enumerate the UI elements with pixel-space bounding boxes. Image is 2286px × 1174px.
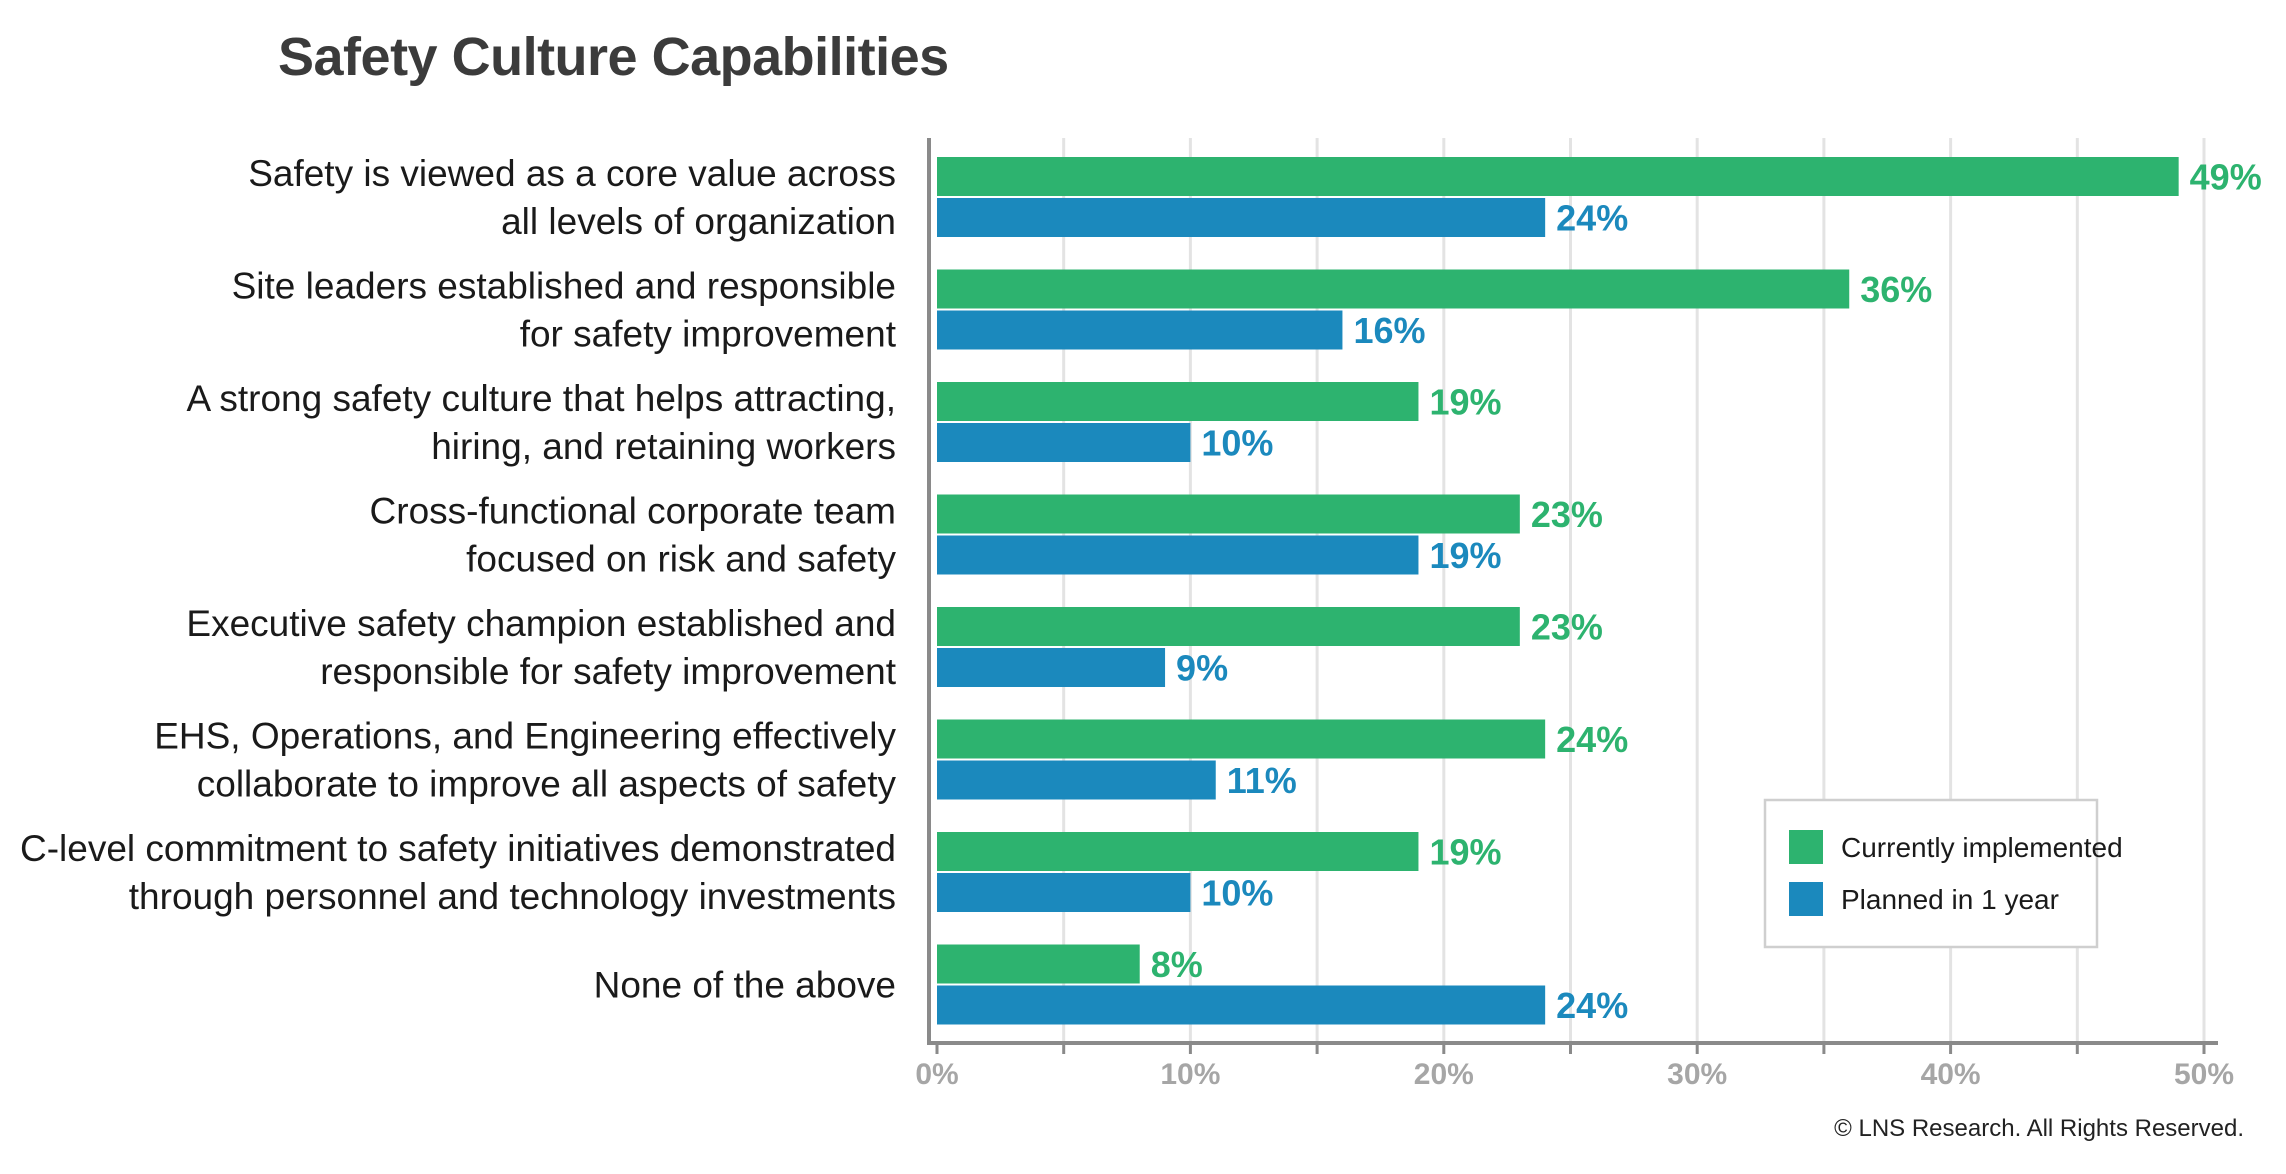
bar-currently-implemented (937, 269, 1850, 309)
legend-swatch (1789, 830, 1823, 864)
data-label: 49% (2190, 157, 2262, 198)
bar-currently-implemented (937, 494, 1520, 534)
category-label: all levels of organization (501, 201, 896, 242)
data-label: 10% (1201, 423, 1273, 464)
bar-currently-implemented (937, 382, 1419, 421)
category-label: A strong safety culture that helps attra… (186, 378, 896, 419)
category-label: through personnel and technology investm… (129, 876, 896, 917)
x-tick-label: 0% (915, 1058, 958, 1091)
bar-planned-in-1-year (937, 310, 1343, 350)
data-label: 23% (1531, 494, 1603, 535)
category-label: Executive safety champion established an… (186, 603, 896, 644)
data-label: 11% (1227, 760, 1297, 801)
bar-planned-in-1-year (937, 423, 1191, 462)
bar-currently-implemented (937, 607, 1520, 646)
bar-currently-implemented (937, 832, 1419, 871)
data-label: 9% (1176, 648, 1228, 689)
legend-label: Currently implemented (1841, 832, 2123, 863)
category-label: Site leaders established and responsible (232, 266, 896, 307)
data-label: 10% (1201, 873, 1273, 914)
data-label: 8% (1151, 944, 1203, 985)
data-label: 19% (1429, 832, 1501, 873)
category-label: None of the above (594, 965, 896, 1006)
category-label: focused on risk and safety (466, 539, 896, 580)
chart-title: Safety Culture Capabilities (278, 27, 949, 87)
category-label: collaborate to improve all aspects of sa… (197, 764, 897, 805)
data-label: 24% (1556, 198, 1628, 239)
bar-planned-in-1-year (937, 760, 1216, 800)
category-label: EHS, Operations, and Engineering effecti… (154, 716, 896, 757)
x-tick-label: 10% (1160, 1058, 1220, 1091)
x-tick-label: 50% (2174, 1058, 2234, 1091)
category-label: hiring, and retaining workers (431, 426, 896, 467)
bar-planned-in-1-year (937, 985, 1546, 1025)
legend-box (1763, 798, 2099, 949)
bar-currently-implemented (937, 157, 2179, 196)
x-tick-label: 30% (1667, 1058, 1727, 1091)
data-label: 36% (1860, 269, 1932, 310)
data-label: 23% (1531, 607, 1603, 648)
x-tick-label: 40% (1921, 1058, 1981, 1091)
bar-planned-in-1-year (937, 648, 1166, 687)
data-label: 19% (1429, 382, 1501, 423)
x-tick-label: 20% (1414, 1058, 1474, 1091)
data-label: 24% (1556, 985, 1628, 1026)
legend-label: Planned in 1 year (1841, 884, 2059, 915)
bar-planned-in-1-year (937, 198, 1546, 237)
category-label: Safety is viewed as a core value across (248, 153, 896, 194)
copyright-notice: © LNS Research. All Rights Reserved. (1834, 1115, 2244, 1142)
bar-currently-implemented (937, 944, 1140, 984)
category-label: C-level commitment to safety initiatives… (20, 828, 896, 869)
legend-swatch (1789, 882, 1823, 916)
bar-planned-in-1-year (937, 535, 1419, 575)
category-label: responsible for safety improvement (320, 651, 897, 692)
category-label: Cross-functional corporate team (370, 491, 896, 532)
bar-planned-in-1-year (937, 873, 1191, 912)
data-label: 19% (1429, 535, 1501, 576)
data-label: 24% (1556, 719, 1628, 760)
bar-currently-implemented (937, 719, 1546, 759)
data-label: 16% (1353, 310, 1425, 351)
category-label: for safety improvement (520, 314, 897, 355)
